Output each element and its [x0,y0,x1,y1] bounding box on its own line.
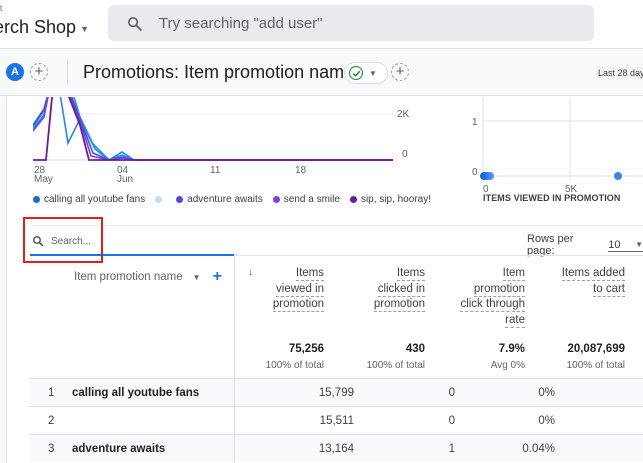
charts-section: 2K 0 28 May 04 Jun 11 18 calling all you… [0,97,643,225]
sort-descending-icon[interactable]: ↓ [248,266,254,278]
metric-header-added-to-cart[interactable]: Items added to cart [561,267,625,297]
row-index: 1 [48,387,55,399]
legend-item[interactable]: sip, sip, hooray! [349,194,431,205]
chevron-down-icon: ▼ [80,23,89,34]
legend-dot-icon [155,196,163,203]
dimension-column-header: Item promotion name ▼ + [74,268,222,286]
row-metric-value: 13,164 [318,443,354,455]
row-metric-value: 1 [448,443,455,455]
total-subtext: 100% of total [265,360,324,371]
total-value: 430 [405,343,425,355]
chevron-down-icon: ▼ [635,240,643,249]
row-metric-value: 0 [448,387,455,399]
y-axis-tick: 2K [397,109,410,120]
legend-dot-icon [349,196,357,203]
chart-legend: calling all youtube fans adventure await… [33,194,431,205]
total-subtext: Avg 0% [490,360,525,371]
scatter-y-tick: 1 [472,117,478,128]
column-divider [234,407,235,435]
total-value: 20,087,699 [567,343,625,355]
scatter-x-tick: 5K [565,184,578,195]
x-axis-tick: 18 [295,165,307,176]
chevron-down-icon: ▼ [369,68,377,78]
row-metric-value: 0% [538,387,555,399]
metric-header-items-clicked[interactable]: Items clicked in promotion [373,267,425,312]
column-divider [234,256,235,463]
metric-header-ctr[interactable]: Item promotion click through rate [460,267,525,328]
scatter-chart [480,97,643,180]
scatter-y-tick: 0 [472,167,478,178]
scatter-x-axis-title: ITEMS VIEWED IN PROMOTION [483,193,621,203]
row-metric-value: 0.04% [522,443,555,455]
dimension-selector[interactable]: Item promotion name [74,271,183,283]
add-dimension-button[interactable]: + [212,268,222,285]
row-index: 2 [48,415,55,427]
divider [30,225,643,226]
y-axis-tick: 0 [402,149,408,160]
row-dimension-value: adventure awaits [72,443,166,455]
rows-per-page-select[interactable]: 10 ▼ [608,238,643,252]
search-icon [127,16,142,31]
metric-header-items-viewed[interactable]: Items viewed in promotion [272,267,324,312]
table-row[interactable]: 3 adventure awaits 13,164 1 0.04% 0 [30,434,643,463]
row-metric-value: 0 [448,415,455,427]
comparison-avatar[interactable]: A [6,63,24,81]
total-subtext: 100% of total [566,360,625,371]
rows-per-page: Rows per page: 10 ▼ [527,233,643,257]
legend-item[interactable] [155,196,166,203]
x-axis-tick: 11 [210,165,221,176]
scatter-x-tick: 0 [483,184,489,195]
property-name: erch Shop [0,17,77,37]
legend-dot-icon [176,196,184,203]
total-value: 7.9% [498,343,525,355]
line-chart [33,97,393,161]
row-metric-value: 15,799 [318,387,354,399]
left-gutter [0,97,7,463]
report-header-bar [0,48,643,96]
total-value: 75,256 [288,343,324,355]
row-metric-value: 15,511 [319,415,354,427]
top-bar: t erch Shop ▼ [0,0,643,48]
page-title: Promotions: Item promotion name [83,62,355,82]
add-comparison-button[interactable]: + [30,63,48,81]
search-icon [33,236,44,247]
row-dimension-value: calling all youtube fans [72,387,200,399]
legend-item[interactable]: adventure awaits [176,194,263,205]
row-metric-value: 0% [538,415,555,427]
account-label: t [0,4,3,13]
add-report-button[interactable]: + [391,63,409,81]
table-search[interactable] [30,228,234,256]
check-circle-icon [349,66,363,80]
global-search-input[interactable] [159,14,559,32]
table-row[interactable]: 2 15,511 0 0% 0 [30,406,643,435]
legend-item[interactable]: calling all youtube fans [33,194,145,205]
plus-icon: + [395,63,405,80]
rows-per-page-label: Rows per page: [527,233,574,257]
divider [67,60,68,84]
legend-dot-icon [33,196,40,203]
table-search-input[interactable] [51,235,201,247]
x-axis-tick: 04 Jun [117,165,134,185]
x-axis-tick: 28 May [34,165,53,185]
row-index: 3 [48,443,55,455]
property-selector[interactable]: erch Shop ▼ [0,17,89,38]
table-row[interactable]: 1 calling all youtube fans 15,799 0 0% 0 [30,378,643,407]
legend-dot-icon [272,196,280,203]
legend-item[interactable]: send a smile [272,194,340,205]
plus-icon: + [34,63,44,80]
global-search-bar[interactable] [108,5,594,41]
column-divider [234,435,235,463]
chevron-down-icon[interactable]: ▼ [192,272,201,282]
total-subtext: 100% of total [366,360,425,371]
divider [234,255,643,256]
column-divider [234,379,235,407]
report-status-dropdown[interactable]: ▼ [344,62,388,84]
date-range-label[interactable]: Last 28 days [596,67,643,79]
